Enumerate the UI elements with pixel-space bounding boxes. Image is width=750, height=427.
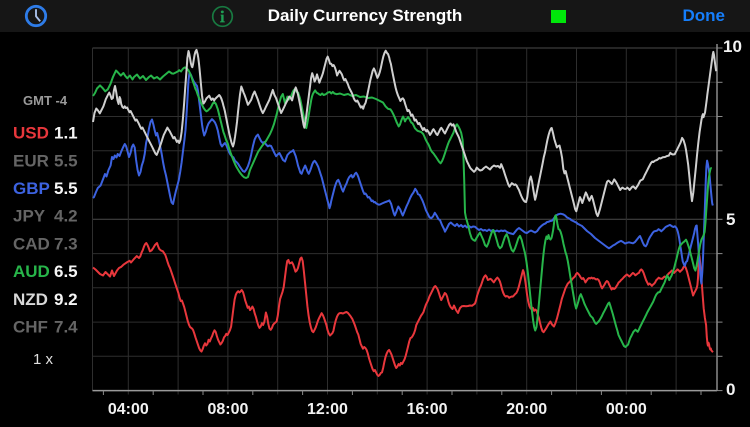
svg-text:GBP: GBP: [13, 179, 50, 198]
svg-text:7.4: 7.4: [54, 318, 78, 337]
svg-text:1 x: 1 x: [33, 351, 54, 368]
svg-text:5: 5: [726, 210, 735, 229]
svg-text:20:00: 20:00: [506, 401, 547, 418]
svg-text:9.2: 9.2: [54, 290, 78, 309]
svg-text:12:00: 12:00: [307, 401, 348, 418]
svg-text:00:00: 00:00: [606, 401, 647, 418]
svg-text:5.5: 5.5: [54, 151, 78, 170]
svg-text:10: 10: [723, 37, 742, 56]
svg-text:CAD: CAD: [13, 234, 50, 253]
svg-text:USD: USD: [13, 124, 49, 143]
svg-text:NZD: NZD: [13, 290, 48, 309]
svg-text:1.1: 1.1: [54, 124, 78, 143]
svg-text:5.5: 5.5: [54, 179, 78, 198]
svg-text:7.3: 7.3: [54, 234, 78, 253]
svg-text:EUR: EUR: [13, 151, 49, 170]
svg-text:08:00: 08:00: [207, 401, 248, 418]
svg-text:0: 0: [726, 380, 735, 399]
svg-text:4.2: 4.2: [54, 207, 78, 226]
svg-text:JPY: JPY: [13, 207, 46, 226]
svg-text:16:00: 16:00: [407, 401, 448, 418]
svg-text:GMT -4: GMT -4: [23, 93, 68, 108]
svg-text:AUD: AUD: [13, 262, 50, 281]
svg-text:04:00: 04:00: [108, 401, 149, 418]
svg-text:6.5: 6.5: [54, 262, 78, 281]
svg-text:CHF: CHF: [13, 318, 48, 337]
